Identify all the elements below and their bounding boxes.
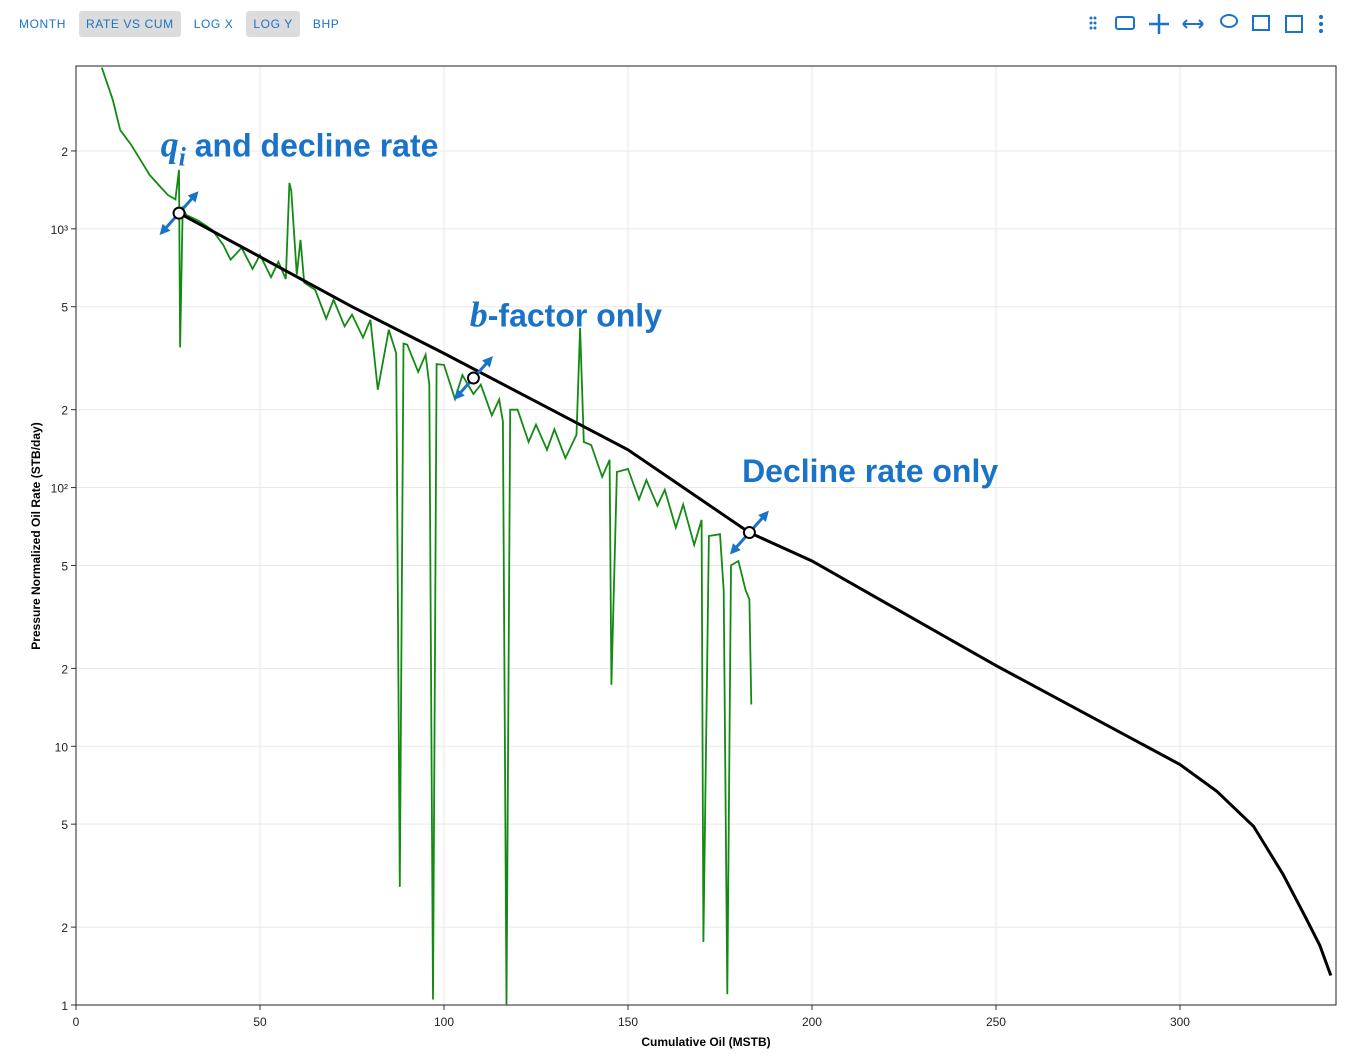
zoom-x-icon[interactable] xyxy=(1182,19,1204,29)
fit-icon[interactable] xyxy=(1285,15,1303,33)
x-tick-label: 250 xyxy=(986,1015,1006,1029)
handle-arrow xyxy=(729,510,769,555)
y-tick-label: 10² xyxy=(51,482,68,496)
toolbar-button[interactable]: BHP xyxy=(312,17,340,31)
y-tick-label: 10 xyxy=(55,740,69,754)
x-tick-label: 50 xyxy=(253,1015,267,1029)
toolbar-button[interactable]: MONTH xyxy=(19,17,66,31)
y-tick-label: 5 xyxy=(61,818,68,832)
toolbar-button[interactable]: RATE VS CUM xyxy=(79,11,181,37)
fit-handle xyxy=(742,526,756,540)
pan-icon[interactable] xyxy=(1149,14,1169,34)
y-tick-label: 2 xyxy=(61,404,68,418)
toolbar-icons xyxy=(1089,14,1324,34)
y-tick-label: 10³ xyxy=(51,223,68,237)
y-tick-label: 2 xyxy=(61,145,68,159)
annotation-symbol: q xyxy=(161,125,179,165)
x-axis-label: Cumulative Oil (MSTB) xyxy=(641,1035,770,1049)
fit-handle xyxy=(172,206,186,220)
plot-frame xyxy=(75,65,1337,1006)
series-line xyxy=(178,211,1333,977)
handle-arrow xyxy=(453,356,493,400)
y-tick-label: 5 xyxy=(61,301,68,315)
x-tick-label: 200 xyxy=(802,1015,822,1029)
toolbar-button[interactable]: LOG X xyxy=(193,17,234,31)
annotation-symbol: b xyxy=(470,294,488,334)
y-tick-label: 2 xyxy=(61,662,68,676)
annotation: qi and decline rate xyxy=(161,125,439,172)
annotation-subscript: i xyxy=(179,143,187,172)
series-line xyxy=(100,67,753,1005)
lasso-icon[interactable] xyxy=(1220,14,1238,28)
annotation-text: and decline rate xyxy=(186,128,439,164)
keyboard-icon[interactable] xyxy=(1115,16,1135,30)
y-tick-label: 1 xyxy=(61,999,68,1013)
annotation-text: -factor only xyxy=(488,297,662,333)
y-tick-label: 2 xyxy=(61,921,68,935)
annotation: b-factor only xyxy=(470,294,662,334)
drag-icon[interactable] xyxy=(1089,16,1097,30)
menu-icon[interactable] xyxy=(1318,14,1324,34)
table-icon[interactable] xyxy=(1252,15,1270,31)
y-tick-label: 5 xyxy=(61,559,68,573)
x-tick-label: 0 xyxy=(73,1015,80,1029)
x-tick-label: 300 xyxy=(1170,1015,1190,1029)
fit-handle xyxy=(466,371,480,385)
x-tick-label: 100 xyxy=(434,1015,454,1029)
handle-arrow xyxy=(159,191,199,236)
annotation-text: Decline rate only xyxy=(742,453,998,489)
toolbar-button[interactable]: LOG Y xyxy=(246,11,300,37)
annotation: Decline rate only xyxy=(742,453,998,489)
toolbar: MONTH RATE VS CUM LOG X LOG Y BHP xyxy=(12,11,346,37)
y-axis-label: Pressure Normalized Oil Rate (STB/day) xyxy=(29,422,43,649)
x-tick-label: 150 xyxy=(618,1015,638,1029)
